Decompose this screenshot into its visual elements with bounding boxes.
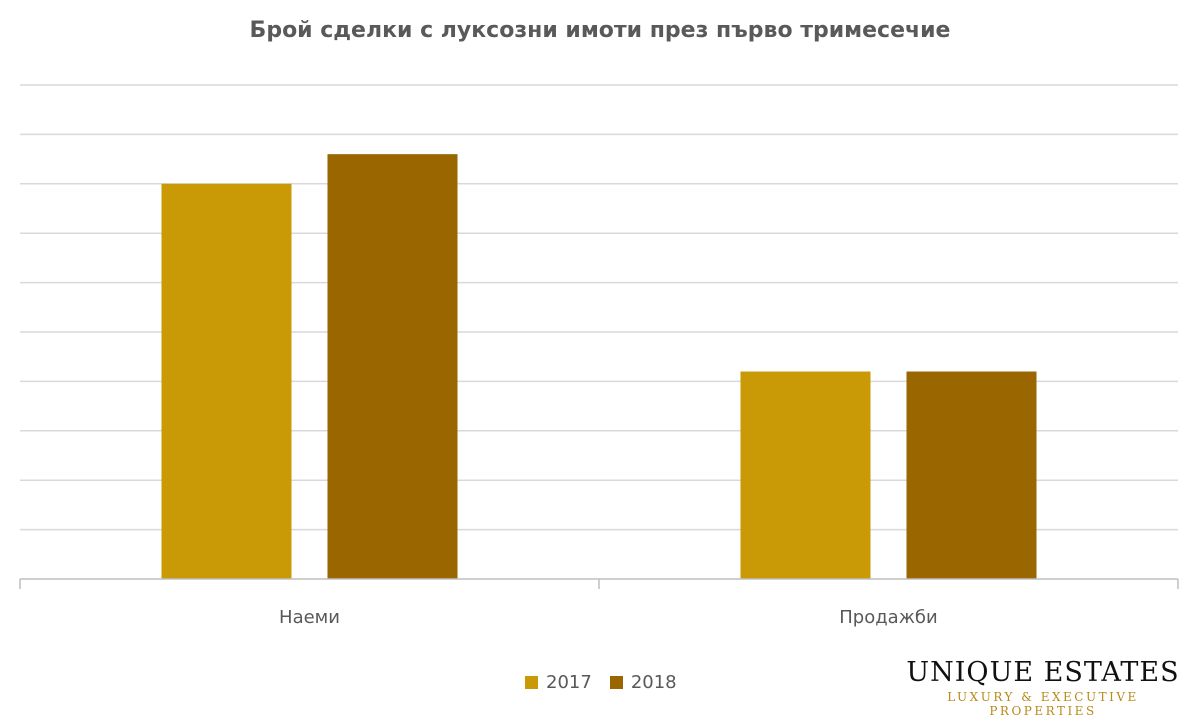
legend-swatch-2018 <box>609 675 623 689</box>
legend-label-2017: 2017 <box>546 671 592 693</box>
chart-title: Брой сделки с луксозни имоти през първо … <box>249 18 951 43</box>
legend-item-2018: 2018 <box>609 671 677 693</box>
bars <box>161 154 1037 580</box>
x-tick-label: Продажби <box>839 607 937 628</box>
legend-swatch-2017 <box>525 675 538 689</box>
bar-2018-1 <box>906 371 1037 579</box>
legend: 2017 2018 <box>525 669 677 695</box>
unique-estates-logo: UNIQUE ESTATES LUXURY & EXECUTIVE PROPER… <box>898 658 1188 718</box>
logo-main-text: UNIQUE ESTATES <box>906 657 1180 688</box>
x-axis: Наеми Продажби <box>19 578 1179 628</box>
x-tick-label: Наеми <box>279 607 340 628</box>
legend-item-2017: 2017 <box>525 672 592 693</box>
bar-2017-1 <box>740 371 871 579</box>
logo-sub-text: LUXURY & EXECUTIVE PROPERTIES <box>947 690 1139 718</box>
bar-2017-0 <box>161 183 292 580</box>
bar-2018-0 <box>327 154 458 579</box>
legend-label-2018: 2018 <box>630 671 677 693</box>
